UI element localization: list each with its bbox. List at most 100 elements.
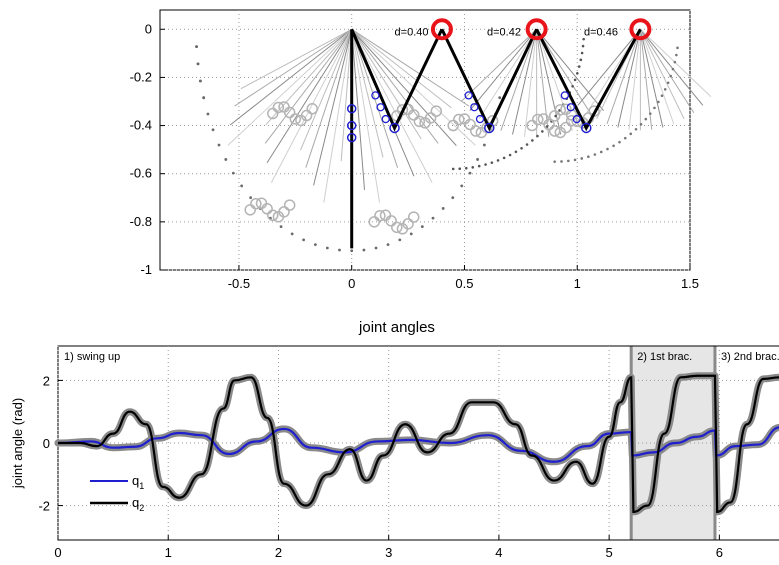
- target-marker: [525, 18, 548, 41]
- trajectory-dot: [302, 238, 306, 242]
- history-joint: [565, 115, 578, 127]
- trajectory-dot: [514, 150, 518, 154]
- trajectory-dot: [580, 51, 584, 55]
- joint-angle-tick-labels: 0 1 2 3 4 5 6 2 0 -2: [38, 373, 723, 560]
- key-pose-joint: [371, 91, 380, 100]
- trajectory-dot: [374, 246, 378, 250]
- trajectory-dot: [502, 156, 506, 160]
- key-pose: [535, 28, 642, 132]
- key-pose: [350, 28, 444, 132]
- history-joint: [565, 109, 578, 121]
- history-joint: [283, 106, 296, 119]
- trajectory-dot: [468, 171, 472, 175]
- trajectory-dot: [231, 171, 235, 175]
- trajectory-dot: [451, 167, 455, 171]
- key-pose-elbow: [581, 122, 592, 134]
- y-tick-label: -0.6: [130, 166, 152, 181]
- trajectory-dot: [582, 37, 585, 41]
- trajectory-dot: [198, 79, 202, 83]
- history-joint: [407, 109, 420, 121]
- history-link: [240, 28, 352, 90]
- history-joint: [430, 105, 443, 117]
- key-pose: [440, 28, 538, 132]
- history-link: [628, 29, 641, 130]
- x-tick-label: 0: [348, 276, 355, 291]
- trajectory-dot: [451, 196, 455, 200]
- trajectory-dot: [676, 46, 679, 50]
- history-joint: [554, 104, 567, 116]
- history-joint: [532, 113, 544, 126]
- trajectory-dot: [663, 88, 667, 91]
- history-link: [523, 29, 538, 137]
- trajectory-dot: [573, 158, 577, 162]
- trajectory-dot: [362, 248, 366, 252]
- history-link: [229, 28, 353, 126]
- history-link: [266, 28, 353, 164]
- y-tick-label: 2: [43, 373, 50, 388]
- trajectory-dot: [560, 160, 563, 163]
- trajectory-dot: [666, 81, 670, 85]
- y-tick-label: -2: [38, 499, 50, 514]
- trajectory-dot: [606, 147, 609, 151]
- history-link: [351, 29, 366, 191]
- trajectory-dot: [508, 153, 512, 157]
- x-tick-label: -0.5: [228, 276, 250, 291]
- history-link: [577, 28, 641, 106]
- history-joint: [424, 112, 437, 124]
- history-joint: [306, 103, 318, 115]
- history-link: [512, 29, 538, 135]
- trajectory-dot: [420, 225, 424, 229]
- joint-angle-ylabel: joint angle (rad): [10, 398, 25, 489]
- trajectory-dot: [541, 130, 544, 133]
- y-tick-label: -0.2: [130, 69, 152, 84]
- phase-label-second-brachiation: 3) 2nd brac.: [721, 351, 779, 363]
- key-pose-elbow: [389, 122, 400, 134]
- trajectory-dot: [460, 184, 464, 188]
- trajectory-dot: [498, 96, 502, 100]
- key-pose-joint: [376, 103, 385, 112]
- trajectory-dot: [196, 62, 200, 66]
- history-link: [500, 29, 538, 131]
- trajectory-dot: [217, 143, 221, 147]
- history-joint: [267, 209, 279, 222]
- trajectory-dot: [566, 159, 570, 163]
- x-tick-label: 0.5: [455, 276, 473, 291]
- trajectory-dot: [482, 143, 486, 147]
- history-joint: [453, 113, 465, 126]
- x-tick-label: 3: [385, 545, 392, 560]
- history-joint: [560, 121, 572, 134]
- legend-label-q2: q2: [132, 495, 144, 513]
- trajectory-dot: [386, 243, 390, 247]
- x-tick-label: 5: [606, 545, 613, 560]
- trajectory-dot: [612, 144, 615, 148]
- trajectory-dot: [350, 249, 354, 253]
- x-tick-label: 6: [716, 545, 723, 560]
- key-pose-joint: [381, 114, 390, 124]
- trajectory-plot: -0.5 0 0.5 1 1.5 0 -0.2 -0.4 -0.6 -0.8 -1 d=0.40 d…: [130, 9, 712, 291]
- trajectory-dot: [471, 166, 475, 169]
- trajectory-dot: [599, 150, 603, 154]
- history-link: [305, 29, 353, 168]
- trajectory-dot: [618, 140, 621, 144]
- trajectory-dot: [675, 53, 678, 57]
- trajectory-dot: [249, 196, 253, 200]
- history-link: [351, 29, 433, 183]
- trajectory-dot: [313, 243, 317, 247]
- history-link: [478, 28, 538, 119]
- trajectory-dot: [545, 125, 549, 128]
- joint-angle-series: [54, 372, 779, 516]
- trajectory-dot: [325, 246, 329, 250]
- trajectory-dot: [580, 157, 584, 160]
- x-tick-label: 4: [495, 545, 502, 560]
- joint-angle-plot: joint angles joint angle (rad) 0 1 2 3 4 5 620…: [10, 319, 779, 560]
- key-pose-joint: [572, 114, 581, 124]
- history-joint: [407, 211, 420, 223]
- trajectory-dot: [496, 159, 500, 162]
- hanging-joint: [346, 120, 357, 131]
- legend: q1 q2: [90, 473, 144, 513]
- history-link: [639, 29, 675, 125]
- trajectory-dot: [587, 155, 590, 158]
- trajectory-dot: [593, 153, 597, 156]
- history-link: [351, 28, 422, 140]
